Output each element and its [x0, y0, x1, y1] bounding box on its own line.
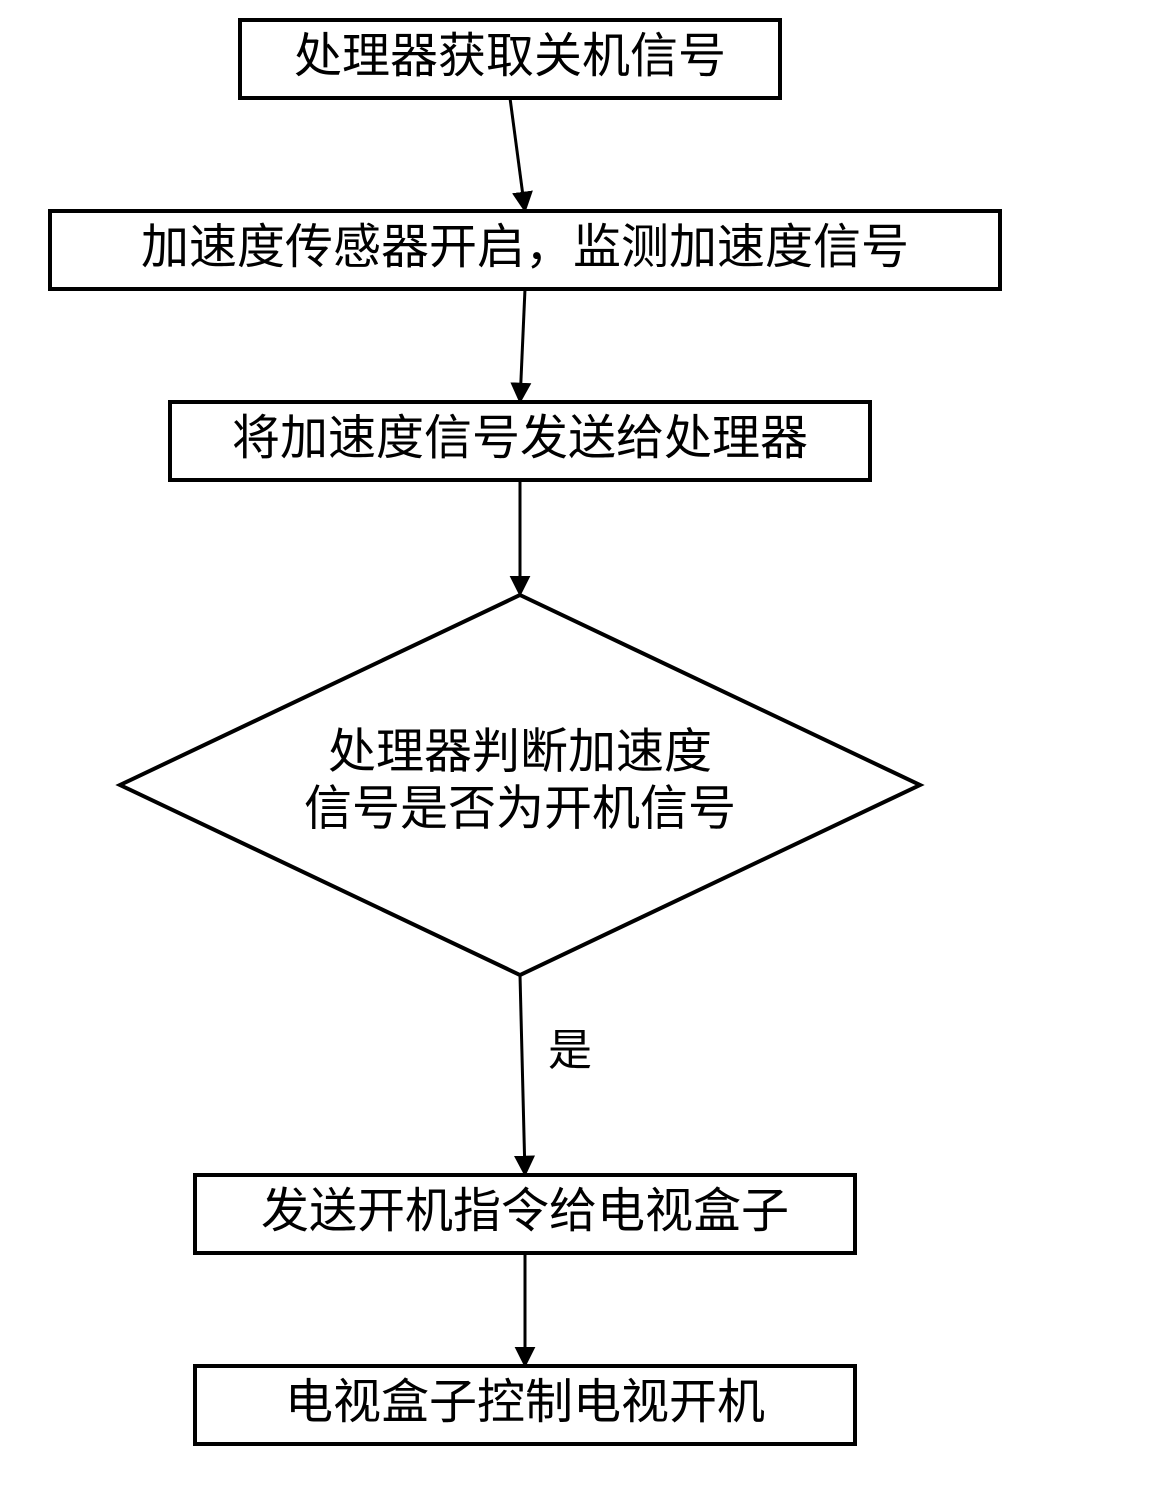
- flow-node-n5: 发送开机指令给电视盒子: [195, 1175, 855, 1253]
- process-label: 处理器获取关机信号: [294, 30, 726, 83]
- process-label: 发送开机指令给电视盒子: [261, 1185, 789, 1238]
- decision-label: 处理器判断加速度: [328, 726, 712, 779]
- process-label: 加速度传感器开启，监测加速度信号: [141, 221, 909, 274]
- flow-node-n3: 将加速度信号发送给处理器: [170, 402, 870, 480]
- flow-node-n2: 加速度传感器开启，监测加速度信号: [50, 211, 1000, 289]
- flow-node-n1: 处理器获取关机信号: [240, 20, 780, 98]
- process-label: 电视盒子控制电视开机: [285, 1376, 765, 1429]
- edge-label: 是: [548, 1026, 592, 1075]
- flow-node-n4: 处理器判断加速度信号是否为开机信号: [120, 595, 920, 975]
- flow-edge: [510, 98, 525, 211]
- flow-edge: [520, 975, 525, 1175]
- process-label: 将加速度信号发送给处理器: [232, 412, 808, 465]
- decision-label: 信号是否为开机信号: [304, 782, 736, 835]
- flow-node-n6: 电视盒子控制电视开机: [195, 1366, 855, 1444]
- flow-edge: [520, 289, 525, 402]
